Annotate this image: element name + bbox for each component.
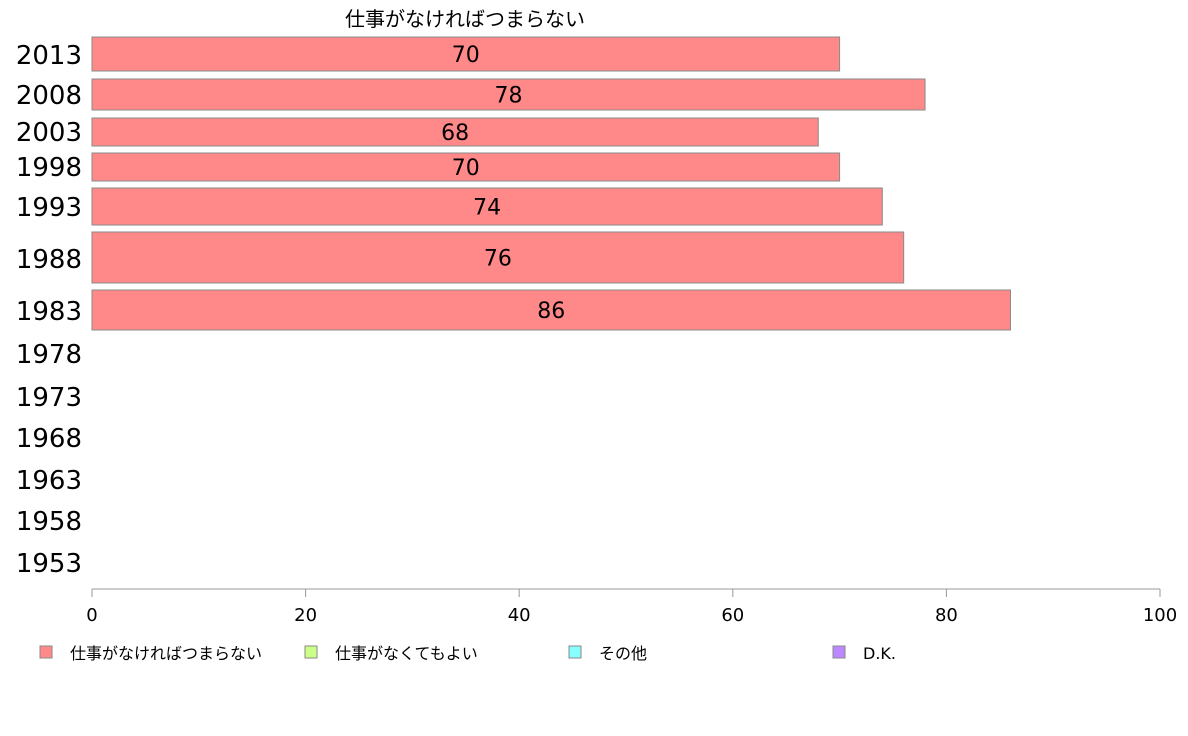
bars-group: 70 78 68 70 74 76 86 [91,36,1011,331]
year-label-1993: 1993 [16,193,82,223]
x-tick-label-0: 0 [86,605,97,626]
legend-label-2: その他 [599,644,647,663]
year-label-2008: 2008 [16,81,82,111]
bar-2003-series-0 [91,117,819,147]
year-label-1953: 1953 [16,549,82,579]
bar-2008-series-0 [91,78,926,111]
series-title: 仕事がなければつまらない [345,7,585,31]
year-label-1968: 1968 [16,424,82,454]
data-label-1988: 76 [484,247,512,272]
year-label-1998: 1998 [16,153,82,183]
year-labels-group: 2013 2008 2003 1998 1993 1988 1983 1978 1973 1968… [16,41,82,579]
bar-2013-series-0 [91,36,841,72]
data-label-2008: 78 [495,84,523,109]
bar-1988-series-0 [91,231,905,284]
data-label-1993: 74 [473,196,501,221]
year-label-1958: 1958 [16,507,82,537]
legend-swatch-2 [568,645,582,659]
x-tick-label-100: 100 [1143,605,1177,626]
x-tick-label-20: 20 [294,605,317,626]
x-tick-label-60: 60 [721,605,744,626]
legend-label-3: D.K. [863,644,896,663]
legend-swatch-3 [832,645,846,659]
data-label-1983: 86 [537,299,565,324]
x-tick-label-80: 80 [935,605,958,626]
legend-label-1: 仕事がなくてもよい [335,644,478,663]
bar-1983-series-0 [91,289,1011,331]
legend-label-0: 仕事がなければつまらない [70,644,262,663]
legend: 仕事がなければつまらない 仕事がなくてもよい その他 D.K. [39,644,896,663]
data-label-2013: 70 [452,43,480,68]
year-label-2013: 2013 [16,41,82,71]
year-label-1963: 1963 [16,466,82,496]
bar-1998-series-0 [91,152,841,182]
legend-swatch-1 [304,645,318,659]
year-label-2003: 2003 [16,118,82,148]
legend-swatch-0 [39,645,53,659]
year-label-1983: 1983 [16,297,82,327]
x-tick-label-40: 40 [508,605,531,626]
year-label-1978: 1978 [16,340,82,370]
data-label-2003: 68 [441,121,469,146]
bar-1993-series-0 [91,187,883,226]
x-axis: 0 20 40 60 80 100 [86,588,1177,626]
year-label-1973: 1973 [16,383,82,413]
data-label-1998: 70 [452,156,480,181]
year-label-1988: 1988 [16,245,82,275]
